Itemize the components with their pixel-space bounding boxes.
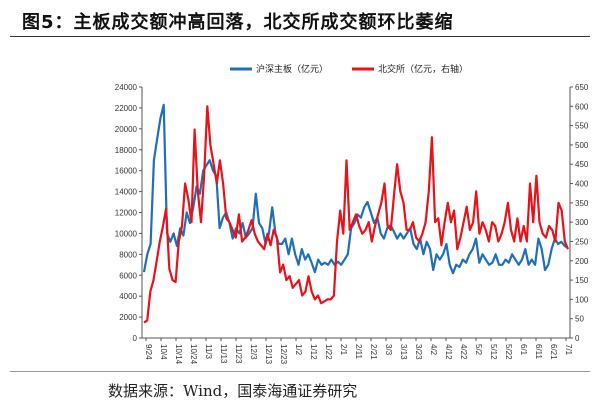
x-tick-label: 6/1 bbox=[519, 344, 528, 356]
y-tick-label-left: 0 bbox=[133, 334, 138, 343]
y-tick-label-left: 16000 bbox=[115, 167, 138, 176]
y-tick-label-left: 8000 bbox=[119, 250, 137, 259]
y-tick-label-right: 250 bbox=[575, 237, 589, 246]
x-tick-label: 2/21 bbox=[369, 344, 378, 360]
series-line-bse bbox=[143, 105, 570, 324]
y-tick-label-right: 350 bbox=[575, 199, 589, 208]
x-tick-label: 5/2 bbox=[474, 344, 483, 356]
x-tick-label: 6/21 bbox=[549, 344, 558, 360]
y-tick-label-right: 550 bbox=[575, 122, 589, 131]
source-note: 数据来源：Wind，国泰海通证券研究 bbox=[108, 382, 358, 400]
y-tick-label-right: 500 bbox=[575, 141, 589, 150]
x-tick-label: 3/3 bbox=[384, 344, 393, 356]
y-tick-label-left: 2000 bbox=[119, 313, 137, 322]
y-tick-label-right: 450 bbox=[575, 160, 589, 169]
y-tick-label-left: 4000 bbox=[119, 292, 137, 301]
x-tick-label: 1/12 bbox=[309, 344, 318, 360]
source-divider bbox=[10, 371, 590, 372]
y-tick-label-left: 14000 bbox=[115, 188, 138, 197]
x-tick-label: 3/23 bbox=[414, 344, 423, 360]
y-tick-label-right: 600 bbox=[575, 102, 589, 111]
y-tick-label-right: 300 bbox=[575, 218, 589, 227]
x-tick-label: 2/1 bbox=[339, 344, 348, 356]
x-tick-label: 10/24 bbox=[189, 344, 198, 365]
x-tick-label: 12/3 bbox=[249, 344, 258, 360]
x-tick-label: 11/23 bbox=[234, 344, 243, 364]
x-tick-label: 1/2 bbox=[294, 344, 303, 356]
y-tick-label-left: 24000 bbox=[115, 83, 138, 92]
x-tick-label: 9/24 bbox=[144, 344, 153, 360]
x-tick-label: 11/3 bbox=[204, 344, 213, 360]
x-tick-label: 10/14 bbox=[174, 344, 183, 365]
y-tick-label-right: 200 bbox=[575, 257, 589, 266]
x-tick-label: 6/11 bbox=[534, 344, 543, 360]
x-tick-label: 4/22 bbox=[459, 344, 468, 360]
chart-axes: 0200040006000800010000120001400016000180… bbox=[115, 83, 589, 365]
y-tick-label-right: 400 bbox=[575, 180, 589, 189]
x-tick-label: 12/13 bbox=[264, 344, 273, 365]
y-tick-label-left: 10000 bbox=[115, 229, 138, 238]
x-tick-label: 11/13 bbox=[219, 344, 228, 364]
y-tick-label-left: 6000 bbox=[119, 271, 137, 280]
chart-legend: 沪深主板（亿元） 北交所（亿元，右轴） bbox=[230, 63, 468, 75]
x-tick-label: 10/4 bbox=[159, 344, 168, 360]
series-layer bbox=[142, 103, 570, 324]
title-divider bbox=[10, 36, 590, 37]
x-tick-label: 3/13 bbox=[399, 344, 408, 360]
y-tick-label-right: 650 bbox=[575, 83, 589, 92]
y-tick-label-right: 0 bbox=[575, 334, 580, 343]
y-tick-label-right: 100 bbox=[575, 295, 589, 304]
legend-label-bse: 北交所（亿元，右轴） bbox=[378, 63, 468, 75]
x-tick-label: 2/11 bbox=[354, 344, 363, 360]
legend-label-main-board: 沪深主板（亿元） bbox=[256, 63, 328, 75]
x-tick-label: 4/2 bbox=[429, 344, 438, 356]
x-tick-label: 5/12 bbox=[489, 344, 498, 360]
x-tick-label: 12/23 bbox=[279, 344, 288, 365]
series-line-main-board bbox=[142, 103, 569, 275]
y-tick-label-right: 150 bbox=[575, 276, 589, 285]
y-tick-label-left: 22000 bbox=[115, 104, 138, 113]
x-tick-label: 7/1 bbox=[564, 344, 573, 356]
y-tick-label-left: 20000 bbox=[115, 125, 138, 134]
y-tick-label-left: 12000 bbox=[115, 209, 138, 218]
chart-title: 图5：主板成交额冲高回落，北交所成交额环比萎缩 bbox=[22, 12, 454, 33]
x-tick-label: 4/12 bbox=[444, 344, 453, 360]
x-tick-label: 5/22 bbox=[504, 344, 513, 360]
y-tick-label-right: 50 bbox=[575, 315, 584, 324]
y-tick-label-left: 18000 bbox=[115, 146, 138, 155]
x-tick-label: 1/22 bbox=[324, 344, 333, 360]
